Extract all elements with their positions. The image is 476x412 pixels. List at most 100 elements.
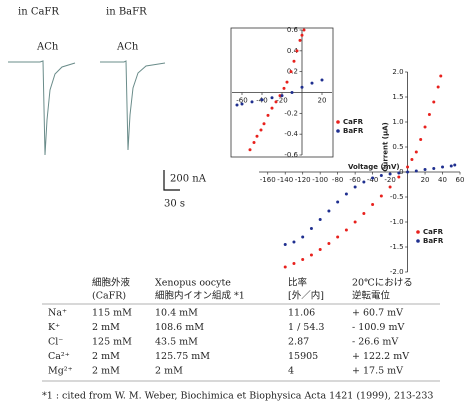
x-tick-label: 20 [318,97,327,105]
x-tick-label: -20 [276,97,287,105]
table-cell: 2.87 [288,337,309,348]
data-point [423,125,427,129]
data-point [388,185,392,189]
y-tick-label: -0.6 [284,151,298,159]
table-cell: 4 [288,366,294,377]
data-point [285,80,289,84]
legend-label: BaFR [343,127,364,135]
x-tick-label: -100 [312,176,328,184]
plot-frame [230,27,334,158]
data-point [283,243,287,246]
data-point [362,212,366,215]
data-point [410,158,414,161]
data-point [320,78,324,82]
legend-label: BaFR [423,237,444,245]
x-tick-label: -80 [332,176,343,184]
data-point [270,106,274,110]
data-point [344,228,348,232]
data-point [300,85,304,89]
data-point [453,163,457,167]
data-point [432,167,436,170]
data-point [292,59,296,63]
data-point [309,253,313,257]
scale-bar [163,170,180,191]
data-point [295,49,299,53]
data-point [290,91,294,94]
y-tick-label: -0.5 [390,193,404,201]
table-cell: - 100.9 mV [352,322,404,333]
table-header: (CaFR) [92,291,126,302]
data-point [240,102,244,106]
table-cell: Na⁺ [48,308,67,319]
y-tick-label: -0.4 [284,130,298,138]
y-tick-label: -1.0 [390,218,404,226]
data-point [260,98,264,102]
table-cell: Cl⁻ [48,337,63,348]
data-point [327,242,331,245]
x-tick-label: 40 [438,176,447,184]
data-point [436,85,440,89]
table-cell: 11.06 [288,308,315,319]
table-cell: Ca²⁺ [48,351,70,362]
data-point [362,180,366,184]
data-point [282,86,286,90]
table-cell: 125 mM [92,337,132,348]
stimulus-label: ACh [36,42,59,53]
data-point [266,113,270,117]
data-point [318,248,322,251]
table-cell: 10.4 mM [155,308,198,319]
y-tick-label: -0.2 [284,109,298,117]
data-point [250,100,254,104]
current-trace [8,60,76,156]
table-header: 細胞内イオン組成 *1 [155,290,245,302]
data-point [301,258,305,261]
data-point [274,100,278,104]
data-point [327,209,331,213]
y-axis-label: Current (μA) [382,122,390,172]
y-tick-label: 0 [399,168,403,176]
table-cell: 2 mM [92,351,120,362]
footnote: *1 : cited from W. M. Weber, Biochimica … [42,391,433,402]
data-point [255,134,259,138]
table-cell: 2 mM [155,366,183,377]
table-cell: 1 / 54.3 [288,322,324,333]
data-point [388,172,392,176]
table-cell: 43.5 mM [155,337,198,348]
data-point [248,148,252,152]
table-header: Xenopus oocyte [155,278,231,289]
stimulus-label: ACh [116,42,139,53]
data-point [427,113,431,116]
y-tick-label: 0.5 [392,143,403,151]
data-point [414,169,418,173]
data-point [302,28,306,32]
table-cell: 2 mM [92,366,120,377]
data-point [379,194,383,198]
y-tick-label: -2.0 [390,268,404,276]
data-point [371,176,375,180]
legend-label: CaFR [343,118,364,126]
table-header: 細胞外液 [92,277,131,289]
data-point [298,38,302,42]
y-tick-label: -1.5 [390,243,404,251]
data-point [318,218,322,221]
data-point [353,220,357,224]
data-point [289,70,293,74]
legend-label: CaFR [423,228,444,236]
table-cell: Mg²⁺ [48,366,73,377]
data-point [292,240,296,244]
data-point [300,33,304,37]
x-tick-label: -60 [236,97,247,105]
table-header: 比率 [288,277,308,289]
data-point [397,175,401,179]
data-point [449,164,453,168]
table-cell: 115 mM [92,308,132,319]
data-point [432,100,436,104]
table-cell: 15905 [288,351,318,362]
data-point [423,168,427,171]
table-header: 逆転電位 [352,290,391,302]
data-point [270,96,274,100]
data-point [252,141,256,144]
data-point [441,165,445,169]
